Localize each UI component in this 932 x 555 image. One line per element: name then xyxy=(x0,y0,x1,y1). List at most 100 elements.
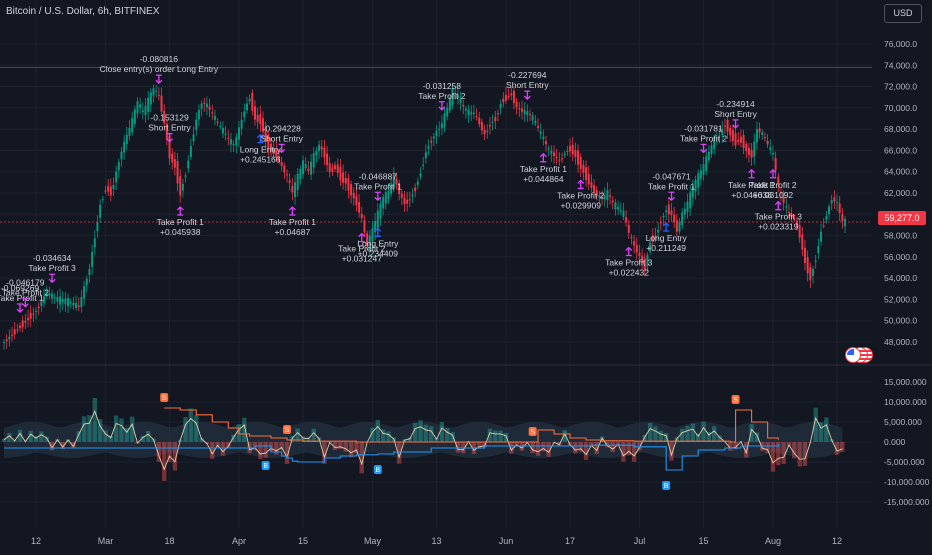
candle-body xyxy=(131,118,133,132)
candle-body xyxy=(473,113,475,114)
oscillator-bar xyxy=(376,420,380,442)
candle-body xyxy=(318,145,320,151)
candle-body xyxy=(241,120,243,129)
candle-body xyxy=(249,99,251,101)
us-flag-icon[interactable] xyxy=(845,347,861,363)
oscillator-tick-label: 10,000.000 xyxy=(884,397,927,407)
oscillator-bar xyxy=(797,442,801,467)
candle-body xyxy=(572,145,574,155)
candle-body xyxy=(115,172,117,182)
signal-arrow-down xyxy=(17,304,23,312)
candle-body xyxy=(815,261,817,262)
signal-value: +0.04687 xyxy=(275,227,311,237)
price-axis[interactable]: 76,000.074,000.072,000.070,000.068,000.0… xyxy=(884,39,930,507)
oscillator-bar xyxy=(536,442,540,456)
signal-value: -0.046887 xyxy=(359,171,398,181)
candle-body xyxy=(404,198,406,204)
candle-body xyxy=(155,91,157,92)
candle-body xyxy=(700,170,702,179)
candle-body xyxy=(687,202,689,212)
signal-label: Take Profit 3 xyxy=(605,257,653,267)
candle-body xyxy=(638,253,640,257)
candle-body xyxy=(147,98,149,112)
candle-body xyxy=(564,154,566,156)
candle-body xyxy=(219,126,221,127)
candle-body xyxy=(19,326,21,329)
candle-body xyxy=(110,187,112,196)
signal-value: -0.046179 xyxy=(6,278,45,288)
candle-body xyxy=(761,132,763,135)
signal-label: Take Profit 2 xyxy=(418,91,466,101)
candle-body xyxy=(577,150,579,164)
signal-arrow-down xyxy=(701,144,707,152)
candle-body xyxy=(609,195,611,196)
oscillator-bar xyxy=(701,421,705,442)
candle-body xyxy=(470,112,472,114)
candle-body xyxy=(681,212,683,225)
candle-body xyxy=(347,178,349,190)
signal-label: Take Profit 2 xyxy=(557,190,605,200)
oscillator-bar xyxy=(498,431,502,442)
candle-body xyxy=(476,116,478,117)
candle-body xyxy=(481,122,483,130)
candle-body xyxy=(492,122,494,123)
time-tick-label: 12 xyxy=(31,536,41,546)
signal-arrow-down xyxy=(524,91,530,99)
candle-body xyxy=(430,141,432,143)
candle-body xyxy=(35,311,37,312)
currency-button[interactable]: USD xyxy=(884,4,922,23)
candle-body xyxy=(406,200,408,204)
candle-body xyxy=(254,106,256,119)
oscillator-bar xyxy=(792,442,796,458)
candle-body xyxy=(16,329,18,330)
signal-value: +0.031092 xyxy=(753,190,794,200)
candle-body xyxy=(51,294,53,299)
candle-body xyxy=(158,95,160,96)
candle-body xyxy=(767,141,769,144)
candle-body xyxy=(622,211,624,217)
signal-arrow-down xyxy=(733,120,739,128)
candle-body xyxy=(361,214,363,218)
candle-body xyxy=(673,214,675,222)
candle-body xyxy=(153,88,155,95)
candle-body xyxy=(128,128,130,136)
candle-body xyxy=(735,133,737,145)
candle-body xyxy=(740,137,742,143)
oscillator-bar xyxy=(509,442,513,454)
candle-body xyxy=(745,144,747,151)
candle-body xyxy=(102,199,104,200)
candle-body xyxy=(489,125,491,127)
candle-body xyxy=(502,99,504,103)
candle-body xyxy=(689,192,691,208)
oscillator-bar xyxy=(274,442,278,455)
time-tick-label: 15 xyxy=(699,536,709,546)
candle-body xyxy=(729,128,731,136)
candle-body xyxy=(433,136,435,138)
candle-body xyxy=(59,296,61,304)
candle-body xyxy=(22,320,24,327)
oscillator-bar xyxy=(493,430,497,442)
candle-body xyxy=(291,186,293,192)
candle-body xyxy=(679,222,681,232)
oscillator-bar xyxy=(424,425,428,442)
oscillator-bar xyxy=(840,442,844,452)
price-tick-label: 70,000.0 xyxy=(884,103,917,113)
signal-arrow-down xyxy=(439,102,445,110)
candle-body xyxy=(203,103,205,104)
oscillator-bar xyxy=(242,418,246,442)
oscillator-bar xyxy=(611,442,615,452)
oscillator-bar xyxy=(354,442,358,453)
candle-body xyxy=(78,305,80,307)
price-tick-label: 76,000.0 xyxy=(884,39,917,49)
signal-arrow-up xyxy=(770,170,776,178)
candle-body xyxy=(120,152,122,159)
candle-body xyxy=(724,126,726,127)
candle-body xyxy=(574,150,576,157)
candle-body xyxy=(727,120,729,132)
oscillator-bar xyxy=(653,426,657,442)
candle-body xyxy=(671,211,673,215)
oscillator-bar xyxy=(648,423,652,442)
